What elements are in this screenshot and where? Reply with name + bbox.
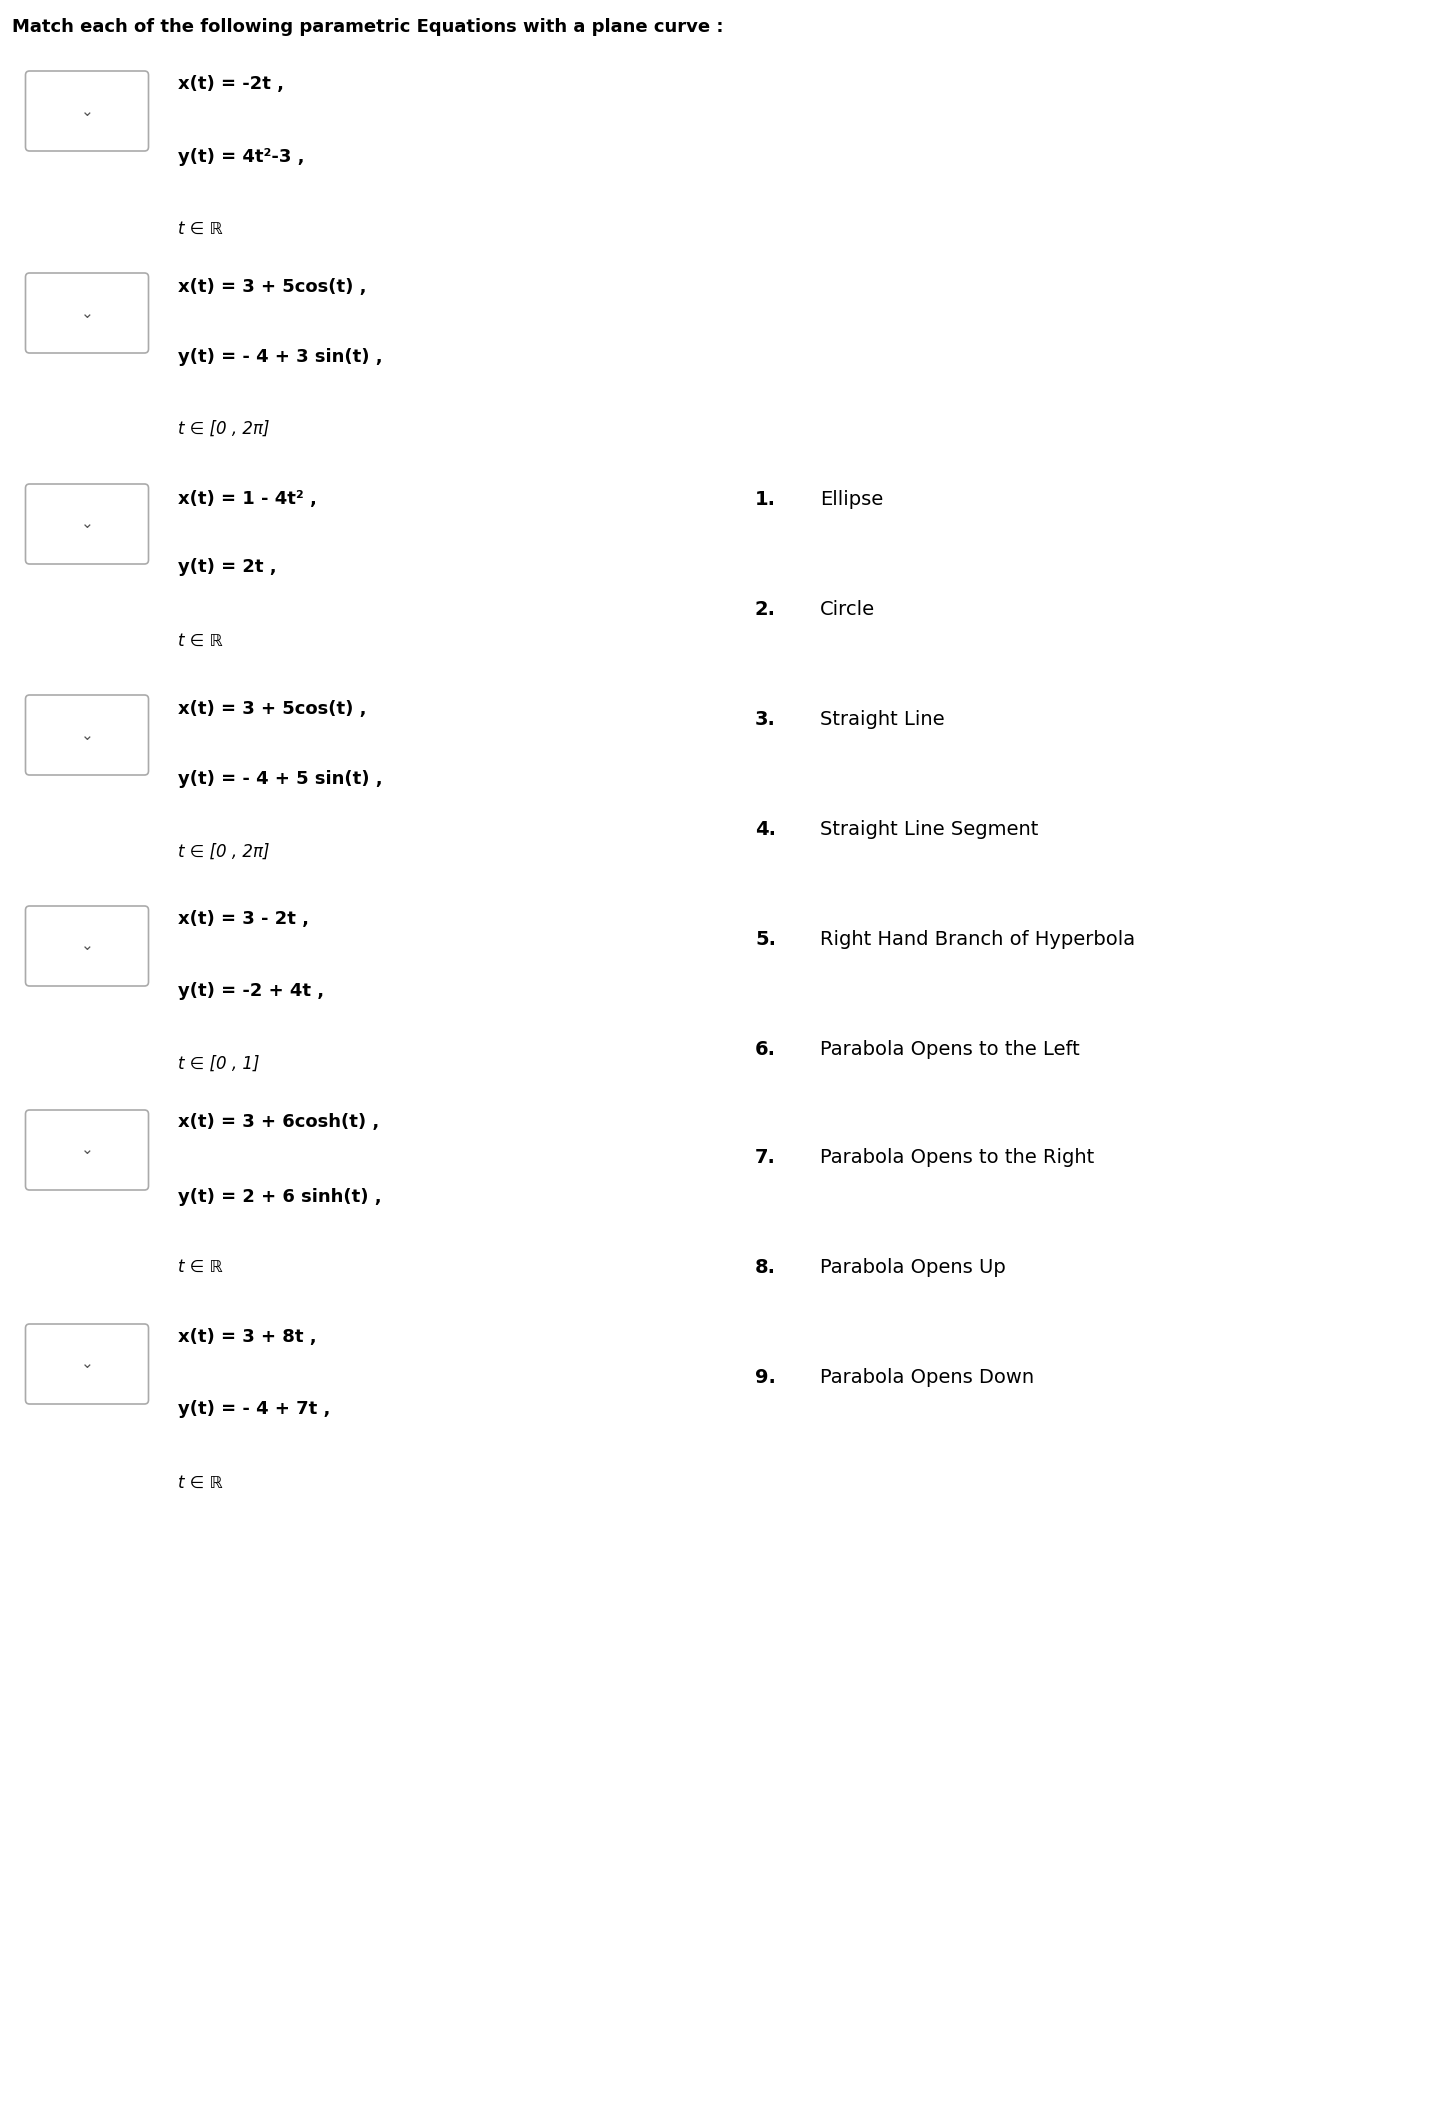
Text: ⌄: ⌄ xyxy=(81,1142,93,1159)
Text: ⌄: ⌄ xyxy=(81,938,93,953)
Text: 8.: 8. xyxy=(755,1258,777,1277)
Text: 3.: 3. xyxy=(755,710,777,729)
Text: y(t) = - 4 + 3 sin(t) ,: y(t) = - 4 + 3 sin(t) , xyxy=(178,347,383,366)
Text: Parabola Opens to the Left: Parabola Opens to the Left xyxy=(820,1040,1080,1059)
Text: y(t) = 2 + 6 sinh(t) ,: y(t) = 2 + 6 sinh(t) , xyxy=(178,1188,381,1205)
Text: Parabola Opens Up: Parabola Opens Up xyxy=(820,1258,1005,1277)
Text: x(t) = -2t ,: x(t) = -2t , xyxy=(178,74,283,93)
Text: Right Hand Branch of Hyperbola: Right Hand Branch of Hyperbola xyxy=(820,930,1135,949)
Text: Parabola Opens Down: Parabola Opens Down xyxy=(820,1368,1034,1387)
Text: 7.: 7. xyxy=(755,1148,777,1167)
Text: Parabola Opens to the Right: Parabola Opens to the Right xyxy=(820,1148,1094,1167)
Text: x(t) = 3 + 5cos(t) ,: x(t) = 3 + 5cos(t) , xyxy=(178,701,367,718)
Text: ⌄: ⌄ xyxy=(81,517,93,532)
Text: x(t) = 3 + 8t ,: x(t) = 3 + 8t , xyxy=(178,1328,316,1347)
Text: y(t) = 4t²-3 ,: y(t) = 4t²-3 , xyxy=(178,148,305,165)
Text: Ellipse: Ellipse xyxy=(820,489,883,508)
Text: 1.: 1. xyxy=(755,489,777,508)
Text: 6.: 6. xyxy=(755,1040,777,1059)
Text: x(t) = 3 - 2t ,: x(t) = 3 - 2t , xyxy=(178,911,309,928)
Text: x(t) = 3 + 6cosh(t) ,: x(t) = 3 + 6cosh(t) , xyxy=(178,1112,380,1131)
Text: ⌄: ⌄ xyxy=(81,305,93,320)
Text: t ∈ [0 , 1]: t ∈ [0 , 1] xyxy=(178,1055,259,1074)
Text: 9.: 9. xyxy=(755,1368,777,1387)
Text: y(t) = 2t ,: y(t) = 2t , xyxy=(178,557,276,576)
Text: ⌄: ⌄ xyxy=(81,1356,93,1372)
Text: 4.: 4. xyxy=(755,820,777,839)
Text: t ∈ [0 , 2π]: t ∈ [0 , 2π] xyxy=(178,843,269,862)
Text: y(t) = - 4 + 5 sin(t) ,: y(t) = - 4 + 5 sin(t) , xyxy=(178,771,383,788)
Text: 2.: 2. xyxy=(755,599,777,618)
Text: y(t) = -2 + 4t ,: y(t) = -2 + 4t , xyxy=(178,983,324,1000)
Text: x(t) = 1 - 4t² ,: x(t) = 1 - 4t² , xyxy=(178,489,316,508)
Text: 5.: 5. xyxy=(755,930,777,949)
Text: Match each of the following parametric Equations with a plane curve :: Match each of the following parametric E… xyxy=(12,17,723,36)
Text: Straight Line: Straight Line xyxy=(820,710,945,729)
Text: t ∈ ℝ: t ∈ ℝ xyxy=(178,631,223,650)
Text: t ∈ [0 , 2π]: t ∈ [0 , 2π] xyxy=(178,419,269,438)
FancyBboxPatch shape xyxy=(26,1324,148,1404)
Text: x(t) = 3 + 5cos(t) ,: x(t) = 3 + 5cos(t) , xyxy=(178,277,367,297)
Text: ⌄: ⌄ xyxy=(81,726,93,743)
Text: y(t) = - 4 + 7t ,: y(t) = - 4 + 7t , xyxy=(178,1400,331,1417)
Text: Circle: Circle xyxy=(820,599,876,618)
Text: Straight Line Segment: Straight Line Segment xyxy=(820,820,1038,839)
FancyBboxPatch shape xyxy=(26,485,148,563)
Text: ⌄: ⌄ xyxy=(81,104,93,119)
FancyBboxPatch shape xyxy=(26,72,148,150)
FancyBboxPatch shape xyxy=(26,695,148,775)
FancyBboxPatch shape xyxy=(26,907,148,987)
Text: t ∈ ℝ: t ∈ ℝ xyxy=(178,1258,223,1275)
Text: t ∈ ℝ: t ∈ ℝ xyxy=(178,220,223,237)
FancyBboxPatch shape xyxy=(26,1110,148,1190)
FancyBboxPatch shape xyxy=(26,273,148,354)
Text: t ∈ ℝ: t ∈ ℝ xyxy=(178,1474,223,1491)
